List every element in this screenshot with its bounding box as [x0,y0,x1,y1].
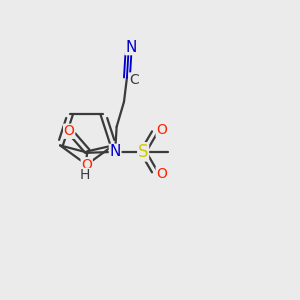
Text: O: O [156,167,167,181]
Text: H: H [80,168,90,182]
Text: C: C [129,73,139,87]
Text: N: N [110,144,121,159]
Text: S: S [138,143,148,161]
Text: N: N [125,40,136,55]
Text: O: O [81,158,92,172]
Text: O: O [156,123,167,137]
Text: O: O [64,124,75,138]
